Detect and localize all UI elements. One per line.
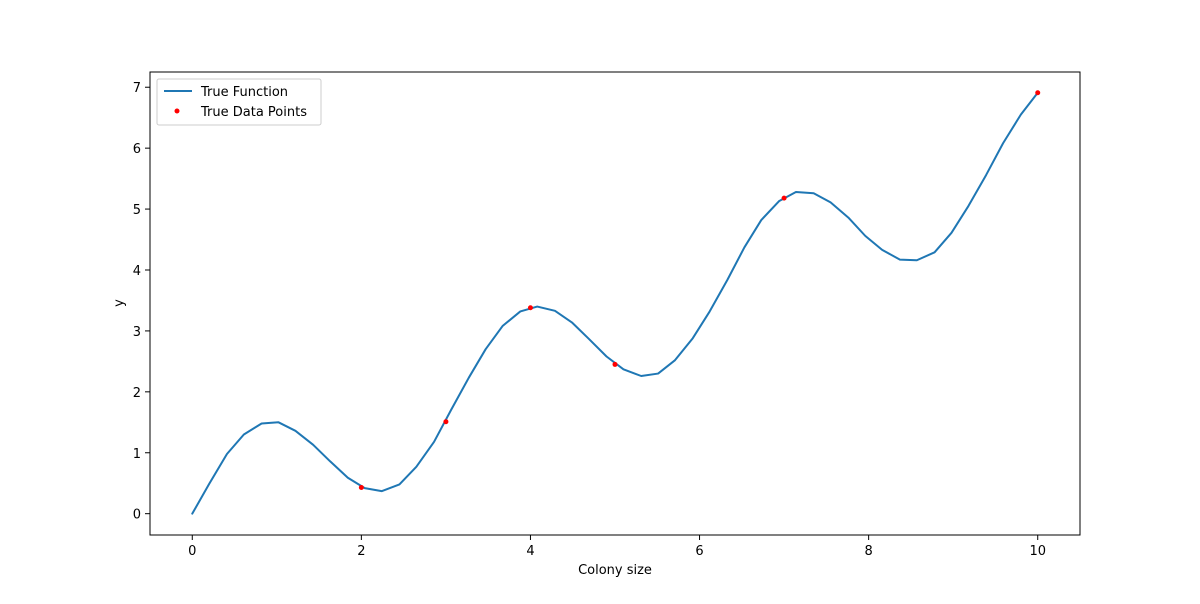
y-tick-label: 6: [133, 142, 141, 157]
y-tick-label: 3: [133, 325, 141, 340]
y-tick-label: 4: [133, 264, 141, 279]
data-point: [612, 361, 618, 367]
data-point: [1035, 90, 1041, 96]
y-tick-label: 1: [133, 447, 141, 462]
scatter-series-layer: [358, 90, 1041, 490]
x-tick-label: 0: [188, 544, 196, 559]
data-point: [781, 195, 787, 201]
x-axis-ticks: 0 2 4 6 8 10: [188, 535, 1046, 559]
x-tick-label: 2: [357, 544, 365, 559]
data-point: [527, 305, 533, 311]
legend: True Function True Data Points: [156, 78, 322, 126]
plot-area-background: [150, 72, 1080, 535]
x-tick-label: 8: [864, 544, 872, 559]
y-axis-ticks: 0 1 2 3 4 5 6 7: [133, 81, 150, 523]
y-tick-label: 2: [133, 386, 141, 401]
x-tick-label: 4: [526, 544, 534, 559]
legend-frame: [156, 78, 322, 126]
y-tick-label: 0: [133, 508, 141, 523]
legend-label-true-data-points: True Data Points: [200, 105, 307, 120]
x-axis-label: Colony size: [578, 563, 652, 578]
y-axis-label: y: [112, 299, 127, 307]
x-tick-label: 10: [1029, 544, 1046, 559]
y-tick-label: 7: [133, 81, 141, 96]
plot-area-frame: [149, 71, 1081, 536]
y-tick-label: 5: [133, 203, 141, 218]
data-point: [358, 484, 364, 490]
legend-point-swatch: [174, 108, 180, 114]
data-point: [443, 419, 449, 425]
legend-label-true-function: True Function: [200, 85, 288, 100]
x-tick-label: 6: [695, 544, 703, 559]
